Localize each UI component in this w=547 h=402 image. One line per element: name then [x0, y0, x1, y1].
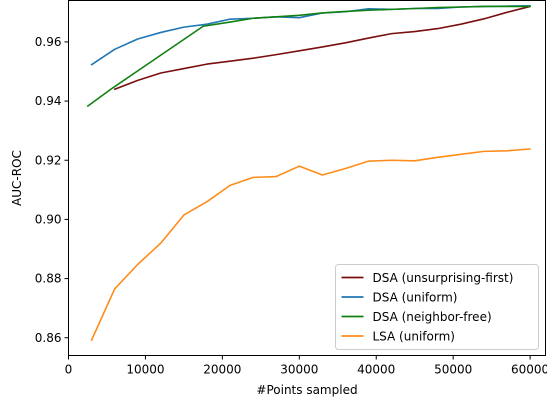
plot-lines — [86, 5, 531, 341]
x-tick-label: 0 — [65, 363, 73, 377]
x-axis: 0 10000 20000 30000 40000 50000 60000 — [65, 355, 547, 377]
x-tick-label: 40000 — [357, 363, 395, 377]
legend-label-3: LSA (uniform) — [373, 330, 455, 344]
x-axis-label: #Points sampled — [256, 383, 357, 397]
plot-frame — [68, 0, 546, 356]
legend: DSA (unsurprising-first) DSA (uniform) DSA… — [335, 264, 539, 350]
y-tick-label: 0.92 — [35, 153, 62, 167]
x-tick-label: 50000 — [434, 363, 472, 377]
x-tick-label: 10000 — [126, 363, 164, 377]
y-axis: 0.86 0.88 0.90 0.92 0.94 0.96 — [35, 35, 69, 345]
y-tick-label: 0.88 — [35, 272, 62, 286]
legend-box — [335, 264, 539, 350]
y-tick-label: 0.90 — [35, 212, 62, 226]
series-line-3 — [90, 148, 531, 341]
x-tick-label: 60000 — [511, 363, 547, 377]
series-line-2 — [86, 5, 531, 107]
y-axis-label: AUC-ROC — [10, 150, 24, 206]
legend-label-0: DSA (unsurprising-first) — [373, 271, 514, 285]
y-tick-label: 0.94 — [35, 94, 62, 108]
y-tick-label: 0.86 — [35, 331, 62, 345]
legend-label-2: DSA (neighbor-free) — [373, 310, 492, 324]
y-tick-label: 0.96 — [35, 35, 62, 49]
x-tick-label: 30000 — [280, 363, 318, 377]
x-tick-label: 20000 — [203, 363, 241, 377]
legend-label-1: DSA (uniform) — [373, 291, 458, 305]
series-line-0 — [113, 5, 531, 91]
